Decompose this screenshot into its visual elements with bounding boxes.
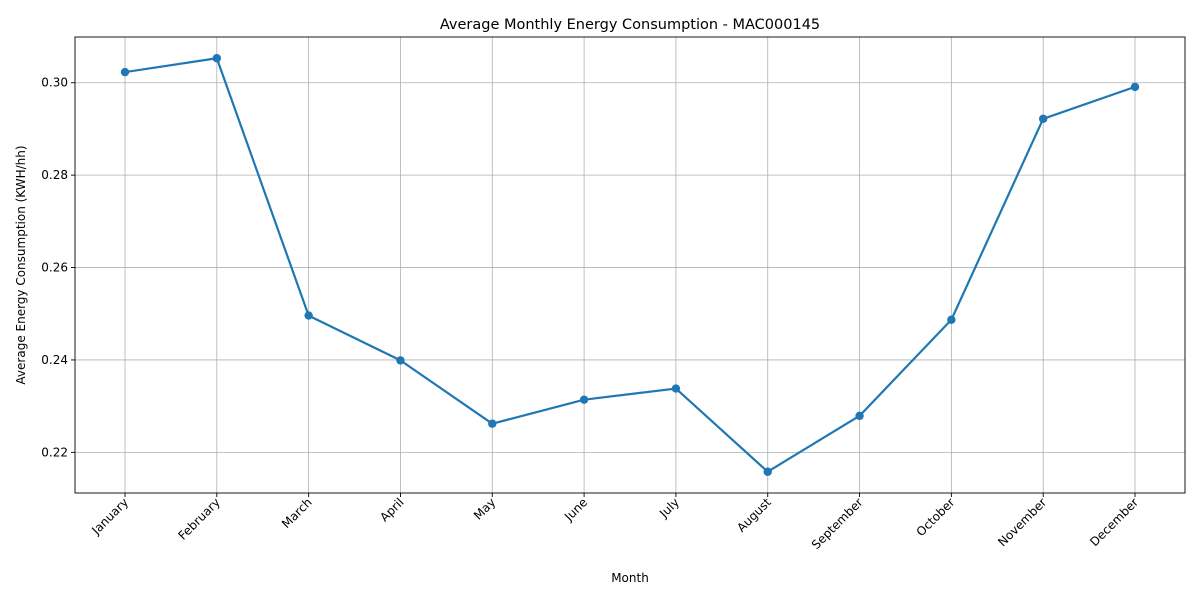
x-tick-label: February (175, 495, 223, 543)
y-axis-title: Average Energy Consumption (KWH/hh) (14, 145, 28, 384)
y-tick-label: 0.30 (41, 76, 68, 90)
series-line (123, 57, 1137, 473)
data-point (855, 411, 864, 421)
data-point (1130, 82, 1140, 92)
data-point (120, 67, 130, 77)
x-tick-label: June (561, 495, 590, 524)
y-tick-label: 0.22 (41, 445, 68, 459)
plot-frame (74, 36, 1186, 494)
data-point (1038, 114, 1048, 123)
grid (75, 37, 1185, 493)
chart-title: Average Monthly Energy Consumption - MAC… (440, 17, 820, 33)
x-tick-label: August (734, 495, 774, 535)
data-point (763, 467, 772, 476)
data-point (396, 356, 405, 365)
x-tick-label: December (1087, 495, 1141, 549)
x-tick-label: July (656, 495, 682, 521)
data-point (488, 419, 497, 428)
y-tick-label: 0.26 (41, 261, 68, 275)
axes: 0.22 0.24 0.26 0.28 0.30 January February March… (41, 36, 1186, 552)
data-point (304, 311, 313, 320)
data-point (212, 54, 222, 63)
x-tick-label: October (914, 495, 958, 539)
x-tick-label: March (279, 495, 315, 531)
x-tick-label: January (88, 495, 131, 538)
data-point (671, 384, 681, 393)
data-point (947, 315, 956, 324)
data-point (579, 395, 589, 404)
y-tick-label: 0.28 (41, 168, 68, 182)
x-tick-label: April (377, 495, 406, 524)
x-tick-label: September (809, 495, 866, 552)
x-tick-label: November (995, 495, 1049, 549)
x-tick-label: May (471, 495, 498, 522)
series-layer (120, 54, 1140, 476)
x-axis-title: Month (611, 571, 649, 585)
y-tick-label: 0.24 (41, 353, 68, 367)
